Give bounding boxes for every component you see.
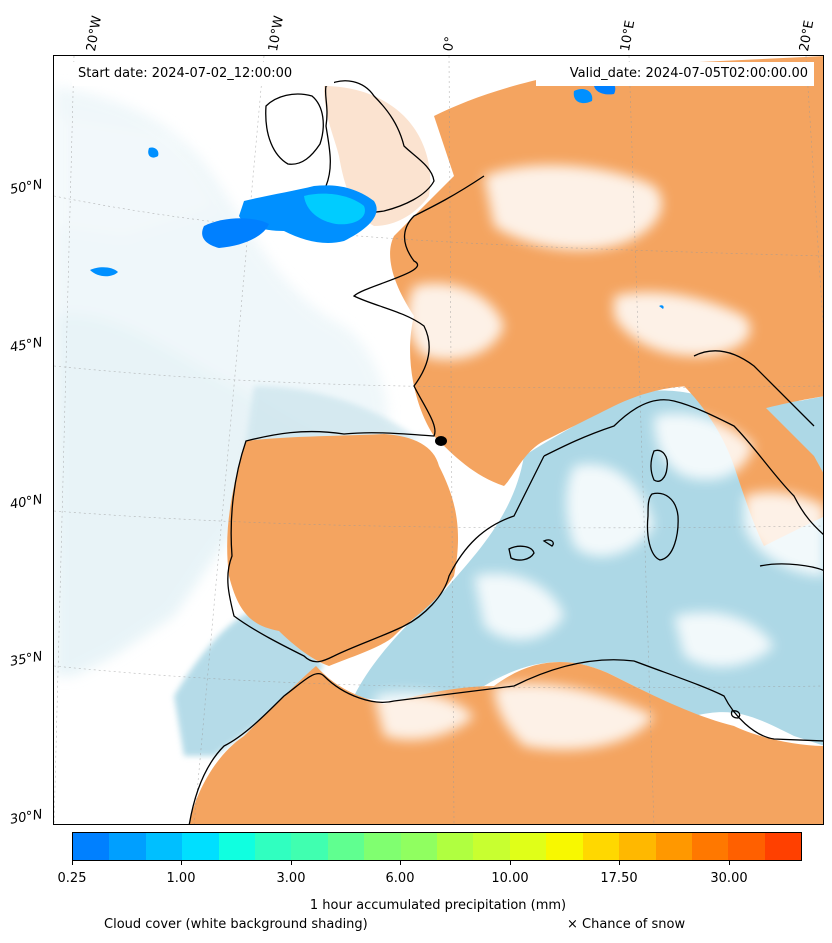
- lon-label-20e: 20°E: [797, 19, 818, 53]
- colorbar-segment: [291, 833, 328, 860]
- lat-label-50n: 50°N: [8, 177, 44, 198]
- cb-tickmark-1: [181, 861, 182, 865]
- snow-legend: × Chance of snow: [567, 917, 686, 932]
- lon-label-10w: 10°W: [266, 14, 288, 53]
- colorbar-segment: [364, 833, 401, 860]
- cb-tickmark-6: [729, 861, 730, 865]
- precip-colorbar: [72, 832, 802, 861]
- cb-tickmark-5: [619, 861, 620, 865]
- lat-label-40n: 40°N: [8, 492, 44, 513]
- lat-label-45n: 45°N: [8, 335, 44, 356]
- colorbar-segment: [327, 833, 365, 860]
- cb-tickmark-2: [291, 861, 292, 865]
- lat-label-35n: 35°N: [8, 649, 44, 670]
- graticule: [54, 56, 823, 824]
- colorbar-segment: [546, 833, 583, 860]
- cb-tick-5: 17.50: [600, 871, 638, 886]
- lon-label-0: 0°: [441, 35, 459, 53]
- colorbar-segment: [691, 833, 729, 860]
- cb-tickmark-3: [400, 861, 401, 865]
- colorbar-segment: [218, 833, 256, 860]
- colorbar-segment: [655, 833, 692, 860]
- coastlines: [188, 80, 823, 824]
- colorbar-title: 1 hour accumulated precipitation (mm): [309, 898, 567, 913]
- cb-tick-0: 0.25: [57, 871, 87, 886]
- snow-marker: [435, 436, 447, 446]
- colorbar-segment: [255, 833, 292, 860]
- cb-tick-1: 1.00: [166, 871, 196, 886]
- cb-tick-3: 6.00: [385, 871, 415, 886]
- colorbar-segment: [145, 833, 183, 860]
- lon-label-10e: 10°E: [618, 19, 639, 53]
- cloud-cover-note: Cloud cover (white background shading): [104, 917, 368, 932]
- start-date-label: Start date: 2024-07-02_12:00:00: [72, 62, 334, 86]
- colorbar-segment: [509, 833, 547, 860]
- colorbar-segment: [182, 833, 219, 860]
- cb-tickmark-4: [510, 861, 511, 865]
- cb-tick-6: 30.00: [710, 871, 748, 886]
- cloud-cover: [374, 165, 823, 750]
- colorbar-segment: [582, 833, 620, 860]
- lon-label-20w: 20°W: [84, 14, 106, 53]
- colorbar-segment: [728, 833, 765, 860]
- colorbar-segment: [400, 833, 438, 860]
- weather-map: [54, 56, 823, 824]
- cb-tickmark-0: [72, 861, 73, 865]
- valid-date-label: Valid_date: 2024-07-05T02:00:00.00: [536, 62, 814, 86]
- colorbar-segment: [619, 833, 656, 860]
- map-frame: [53, 55, 824, 825]
- colorbar-segment: [764, 833, 802, 860]
- north-africa-land: [189, 662, 823, 824]
- colorbar-segment: [73, 833, 110, 860]
- iberia-land: [227, 434, 459, 666]
- cb-tick-2: 3.00: [276, 871, 306, 886]
- lat-label-30n: 30°N: [8, 807, 44, 828]
- colorbar-segment: [473, 833, 510, 860]
- cb-tick-4: 10.00: [491, 871, 529, 886]
- colorbar-segment: [437, 833, 474, 860]
- precipitation-patches: [90, 79, 664, 309]
- colorbar-segment: [109, 833, 146, 860]
